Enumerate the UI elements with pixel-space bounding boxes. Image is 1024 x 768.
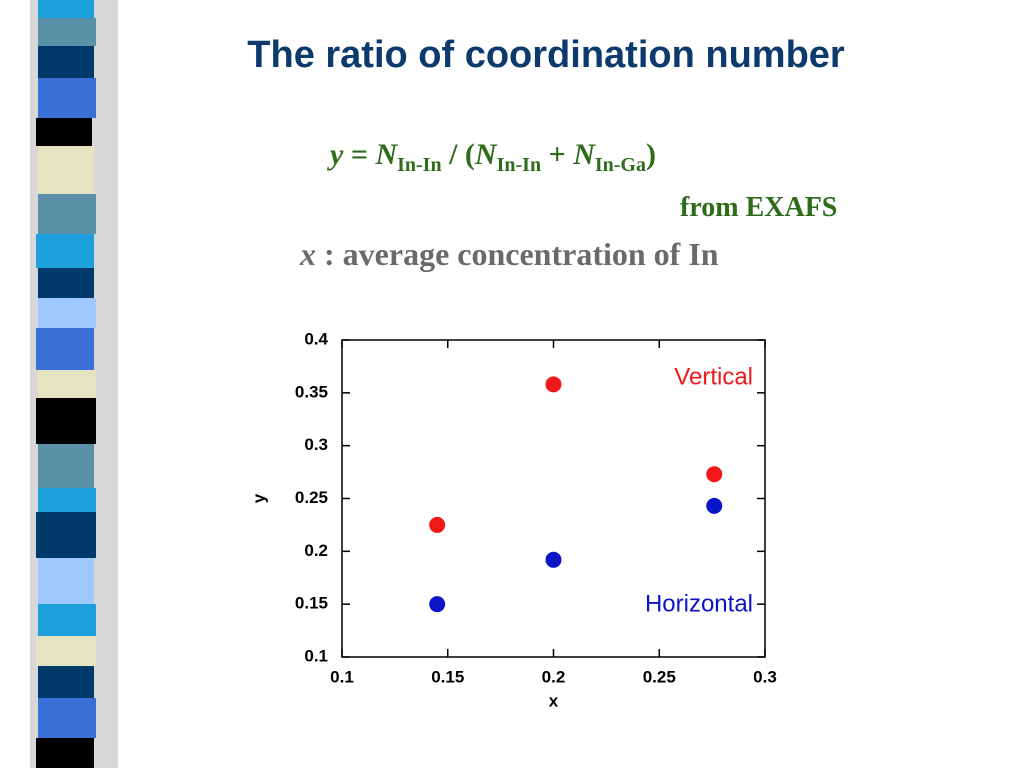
title: The ratio of coordination number: [247, 34, 845, 76]
legend-label: Horizontal: [645, 590, 753, 617]
y-tick-label: 0.35: [295, 382, 328, 401]
y-tick-label: 0.3: [304, 435, 328, 454]
formula-part: N: [474, 138, 497, 171]
x-axis-label: x: [549, 691, 559, 710]
definition-part: : average concentration of In: [316, 236, 719, 272]
point: [545, 551, 562, 568]
formula-sub: In-In: [496, 154, 542, 176]
formula-part: ): [645, 138, 656, 171]
definition-part: x: [300, 236, 316, 272]
formula-part: N: [375, 138, 398, 171]
formula-part: y: [330, 138, 344, 171]
point: [429, 516, 446, 533]
point: [429, 596, 446, 613]
y-tick-label: 0.2: [304, 541, 328, 560]
decor-stripe: [0, 0, 118, 768]
point: [545, 376, 562, 393]
y-axis-label: y: [249, 493, 268, 503]
formula-part: / (: [441, 138, 475, 171]
x-tick-label: 0.2: [542, 667, 566, 686]
source: from EXAFS: [680, 192, 838, 223]
y-tick-label: 0.1: [304, 646, 328, 665]
point: [706, 466, 723, 483]
point: [706, 497, 723, 514]
formula-sub: In-In: [397, 154, 442, 176]
formula-part: +: [541, 138, 574, 171]
x-tick-label: 0.3: [753, 667, 777, 686]
legend-label: Vertical: [674, 363, 753, 390]
x-tick-label: 0.25: [643, 667, 676, 686]
definition: x : average concentration of In: [300, 236, 719, 273]
y-tick-label: 0.4: [304, 329, 328, 348]
x-tick-label: 0.15: [431, 667, 464, 686]
y-tick-label: 0.25: [295, 488, 328, 507]
formula-sub: In-Ga: [594, 154, 646, 176]
formula-part: =: [343, 138, 376, 171]
y-tick-label: 0.15: [295, 594, 328, 613]
x-tick-label: 0.1: [330, 667, 354, 686]
formula: y = NIn-In / (NIn-In + NIn-Ga): [330, 138, 656, 177]
formula-part: N: [573, 138, 595, 171]
